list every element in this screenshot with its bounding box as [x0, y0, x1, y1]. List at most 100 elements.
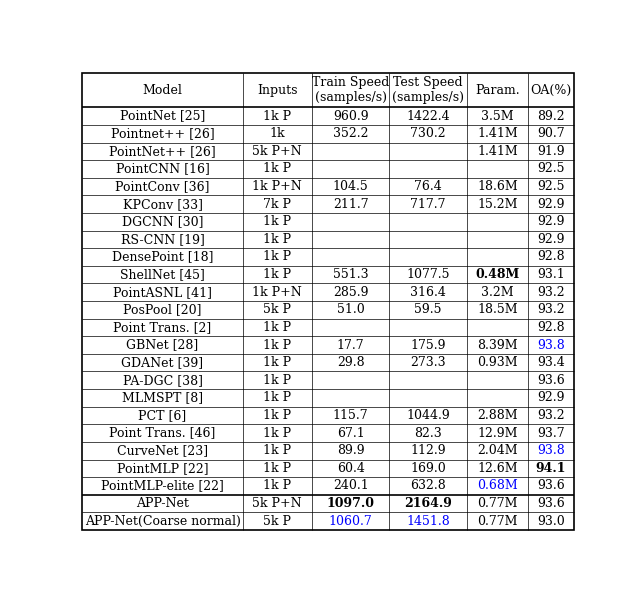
Text: 93.8: 93.8	[537, 338, 564, 352]
Text: 17.7: 17.7	[337, 338, 365, 352]
Text: 211.7: 211.7	[333, 198, 369, 211]
Text: 1451.8: 1451.8	[406, 515, 450, 528]
Text: CurveNet [23]: CurveNet [23]	[117, 444, 208, 457]
Text: 5k P: 5k P	[263, 515, 291, 528]
Text: 175.9: 175.9	[410, 338, 446, 352]
Text: 1k P: 1k P	[263, 392, 291, 404]
Text: DensePoint [18]: DensePoint [18]	[112, 251, 213, 263]
Text: 2.88M: 2.88M	[477, 409, 518, 422]
Text: 93.8: 93.8	[537, 444, 564, 457]
Text: 94.1: 94.1	[536, 462, 566, 475]
Text: 1k P: 1k P	[263, 444, 291, 457]
Text: PointNet [25]: PointNet [25]	[120, 110, 205, 122]
Text: 93.4: 93.4	[537, 356, 564, 369]
Text: 1k P: 1k P	[263, 321, 291, 334]
Text: 92.5: 92.5	[537, 162, 564, 176]
Text: 29.8: 29.8	[337, 356, 365, 369]
Text: PointMLP-elite [22]: PointMLP-elite [22]	[101, 479, 224, 493]
Text: 5k P+N: 5k P+N	[253, 497, 302, 510]
Text: PointASNL [41]: PointASNL [41]	[113, 286, 212, 298]
Text: PCT [6]: PCT [6]	[138, 409, 187, 422]
Text: 89.9: 89.9	[337, 444, 365, 457]
Text: 67.1: 67.1	[337, 427, 365, 439]
Text: DGCNN [30]: DGCNN [30]	[122, 216, 204, 228]
Text: 12.6M: 12.6M	[477, 462, 518, 475]
Text: 93.7: 93.7	[537, 427, 564, 439]
Text: ShellNet [45]: ShellNet [45]	[120, 268, 205, 281]
Text: 1k P: 1k P	[263, 479, 291, 493]
Text: 5k P: 5k P	[263, 303, 291, 316]
Text: 93.0: 93.0	[537, 515, 564, 528]
Text: 1k P: 1k P	[263, 462, 291, 475]
Text: 1k P: 1k P	[263, 233, 291, 246]
Text: 1k P: 1k P	[263, 162, 291, 176]
Text: 1k P+N: 1k P+N	[252, 180, 302, 193]
Text: 169.0: 169.0	[410, 462, 446, 475]
Text: 15.2M: 15.2M	[477, 198, 518, 211]
Text: 1k P: 1k P	[263, 216, 291, 228]
Text: 1k: 1k	[269, 127, 285, 140]
Text: 93.6: 93.6	[537, 497, 564, 510]
Text: PointConv [36]: PointConv [36]	[115, 180, 210, 193]
Text: 285.9: 285.9	[333, 286, 369, 298]
Text: PA-DGC [38]: PA-DGC [38]	[122, 374, 202, 387]
Text: 1k P+N: 1k P+N	[252, 286, 302, 298]
Text: 82.3: 82.3	[414, 427, 442, 439]
Text: 59.5: 59.5	[414, 303, 442, 316]
Text: 240.1: 240.1	[333, 479, 369, 493]
Text: 92.9: 92.9	[537, 216, 564, 228]
Text: 1422.4: 1422.4	[406, 110, 450, 122]
Text: 104.5: 104.5	[333, 180, 369, 193]
Text: 3.2M: 3.2M	[481, 286, 514, 298]
Text: 93.2: 93.2	[537, 286, 564, 298]
Text: 92.9: 92.9	[537, 198, 564, 211]
Text: 92.9: 92.9	[537, 233, 564, 246]
Text: 91.9: 91.9	[537, 145, 564, 158]
Text: 1k P: 1k P	[263, 338, 291, 352]
Text: APP-Net(Coarse normal): APP-Net(Coarse normal)	[84, 515, 241, 528]
Text: 93.2: 93.2	[537, 303, 564, 316]
Text: 1k P: 1k P	[263, 110, 291, 122]
Text: 273.3: 273.3	[410, 356, 446, 369]
Text: 93.6: 93.6	[537, 479, 564, 493]
Text: 1.41M: 1.41M	[477, 127, 518, 140]
Text: 717.7: 717.7	[410, 198, 446, 211]
Text: 93.1: 93.1	[537, 268, 564, 281]
Text: 60.4: 60.4	[337, 462, 365, 475]
Text: 1k P: 1k P	[263, 268, 291, 281]
Text: 1077.5: 1077.5	[406, 268, 450, 281]
Text: 960.9: 960.9	[333, 110, 369, 122]
Text: 1k P: 1k P	[263, 409, 291, 422]
Text: RS-CNN [19]: RS-CNN [19]	[120, 233, 204, 246]
Text: 92.8: 92.8	[537, 321, 564, 334]
Text: 12.9M: 12.9M	[477, 427, 518, 439]
Text: 18.5M: 18.5M	[477, 303, 518, 316]
Text: 0.77M: 0.77M	[477, 497, 518, 510]
Text: 1k P: 1k P	[263, 374, 291, 387]
Text: 1044.9: 1044.9	[406, 409, 450, 422]
Text: OA(%): OA(%)	[530, 84, 572, 97]
Text: MLMSPT [8]: MLMSPT [8]	[122, 392, 203, 404]
Text: GDANet [39]: GDANet [39]	[122, 356, 204, 369]
Text: KPConv [33]: KPConv [33]	[122, 198, 202, 211]
Text: 93.2: 93.2	[537, 409, 564, 422]
Text: Train Speed
(samples/s): Train Speed (samples/s)	[312, 76, 389, 104]
Text: 90.7: 90.7	[537, 127, 564, 140]
Text: 0.77M: 0.77M	[477, 515, 518, 528]
Text: 89.2: 89.2	[537, 110, 564, 122]
Text: 93.6: 93.6	[537, 374, 564, 387]
Text: 76.4: 76.4	[414, 180, 442, 193]
Text: Pointnet++ [26]: Pointnet++ [26]	[111, 127, 214, 140]
Text: 1060.7: 1060.7	[329, 515, 372, 528]
Text: 7k P: 7k P	[263, 198, 291, 211]
Text: 51.0: 51.0	[337, 303, 365, 316]
Text: GBNet [28]: GBNet [28]	[127, 338, 198, 352]
Text: 2.04M: 2.04M	[477, 444, 518, 457]
Text: 1k P: 1k P	[263, 251, 291, 263]
Text: 632.8: 632.8	[410, 479, 446, 493]
Text: 0.68M: 0.68M	[477, 479, 518, 493]
Text: APP-Net: APP-Net	[136, 497, 189, 510]
Text: Param.: Param.	[475, 84, 520, 97]
Text: 551.3: 551.3	[333, 268, 369, 281]
Text: PointNet++ [26]: PointNet++ [26]	[109, 145, 216, 158]
